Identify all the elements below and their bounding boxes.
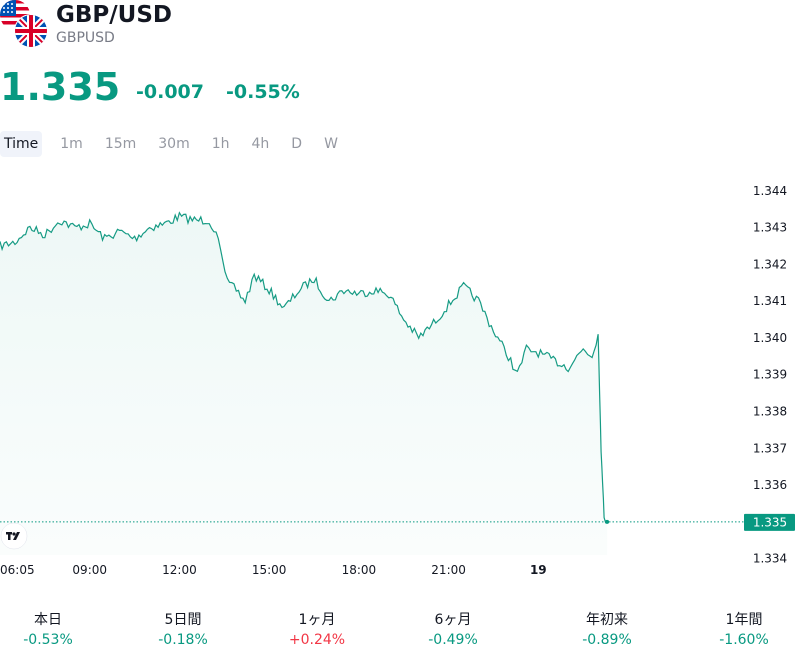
y-tick-label: 1.341 (753, 294, 787, 308)
tab-15m[interactable]: 15m (104, 136, 137, 152)
tab-30m[interactable]: 30m (158, 136, 190, 152)
performance-value: -0.53% (23, 632, 73, 648)
y-tick-label: 1.342 (753, 257, 787, 271)
tab-time[interactable]: Time (0, 131, 43, 157)
price-line (0, 211, 608, 524)
price-change: -0.007 (136, 81, 204, 103)
y-tick-label: 1.337 (753, 441, 787, 455)
performance-item[interactable]: 本日 -0.53% (0, 610, 98, 650)
symbol-ticker: GBPUSD (56, 30, 115, 46)
tab-4h[interactable]: 4h (251, 136, 270, 152)
performance-value: -0.49% (428, 632, 478, 648)
last-price: 1.335 (0, 65, 121, 109)
x-tick-label: 12:00 (162, 563, 197, 577)
performance-value: -0.89% (582, 632, 632, 648)
x-tick-label: 18:00 (342, 563, 377, 577)
symbol-title: GBP/USD (56, 2, 172, 28)
performance-label: 5日間 (164, 612, 202, 628)
performance-value: +0.24% (288, 632, 346, 648)
performance-label: 6ヶ月 (434, 612, 472, 628)
tab-1h[interactable]: 1h (211, 136, 230, 152)
y-tick-label: 1.334 (753, 552, 787, 566)
timeframe-tabs: Time 1m 15m 30m 1h 4h D W (0, 131, 352, 157)
performance-item[interactable]: 1ヶ月 +0.24% (267, 610, 367, 650)
price-chart[interactable]: 1.344 1.343 1.342 1.341 1.340 1.339 1.338 1.337… (0, 165, 800, 585)
y-tick-label: 1.338 (753, 405, 787, 419)
y-tick-label: 1.339 (753, 368, 787, 382)
x-tick-label: 09:00 (72, 563, 107, 577)
y-tick-label: 1.336 (753, 478, 787, 492)
tab-d[interactable]: D (291, 136, 303, 152)
gbp-usd-flags-icon (0, 0, 48, 48)
last-price-dot (605, 519, 610, 524)
performance-item[interactable]: 1年間 -1.60% (694, 610, 794, 650)
last-price-label: 1.335 (753, 515, 787, 529)
performance-label: 1年間 (725, 612, 763, 628)
performance-item[interactable]: 年初来 -0.89% (557, 610, 657, 650)
x-tick-label: 19 (530, 563, 547, 577)
performance-value: -1.60% (719, 632, 769, 648)
tradingview-logo-icon[interactable] (0, 522, 28, 550)
performance-label: 1ヶ月 (298, 612, 336, 628)
y-tick-label: 1.344 (753, 184, 787, 198)
y-tick-label: 1.340 (753, 331, 787, 345)
performance-item[interactable]: 6ヶ月 -0.49% (403, 610, 503, 650)
performance-value: -0.18% (158, 632, 208, 648)
performance-item[interactable]: 5日間 -0.18% (133, 610, 233, 650)
price-change-percent: -0.55% (226, 81, 300, 103)
performance-label: 本日 (34, 612, 62, 628)
tab-1m[interactable]: 1m (60, 136, 83, 152)
last-price-label-bg (744, 513, 795, 531)
y-tick-label: 1.343 (753, 221, 787, 235)
price-area (0, 212, 608, 555)
performance-label: 年初来 (586, 612, 628, 628)
x-tick-label: 21:00 (431, 563, 466, 577)
x-tick-label: 06:05 (0, 563, 35, 577)
tab-w[interactable]: W (324, 136, 338, 152)
x-tick-label: 15:00 (252, 563, 287, 577)
